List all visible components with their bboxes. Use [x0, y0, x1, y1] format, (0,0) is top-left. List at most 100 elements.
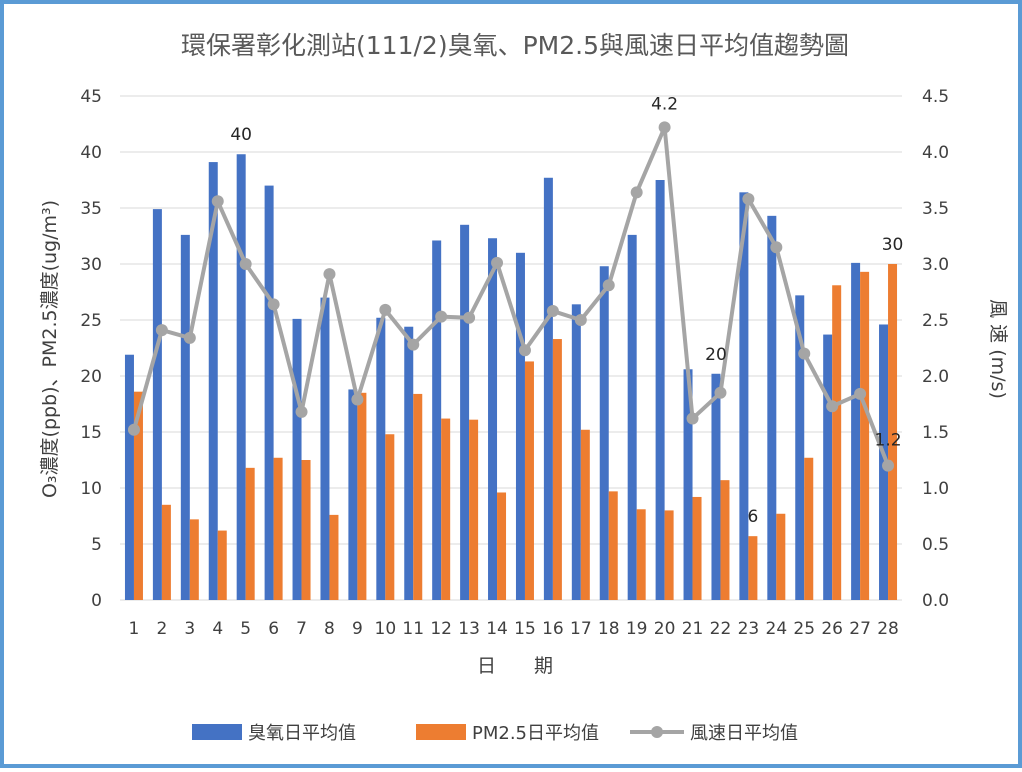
ozone-bar [655, 180, 665, 600]
wind-speed-point [686, 412, 699, 425]
ozone-bar [543, 177, 553, 600]
pm25-bar [273, 457, 283, 600]
y2-axis-title: 風 速 (m/s) [987, 299, 1009, 399]
x-tick-label: 23 [738, 619, 760, 639]
ozone-bar [488, 238, 498, 601]
y-tick-label: 35 [80, 199, 102, 219]
pm25-bar [524, 361, 534, 600]
ozone-bar [767, 215, 777, 600]
wind-speed-point [127, 423, 140, 436]
x-tick-label: 10 [375, 619, 397, 639]
wind-speed-point [463, 311, 476, 324]
legend-label: PM2.5日平均值 [472, 723, 599, 744]
pm25-bar [385, 434, 395, 600]
wind-speed-point [630, 186, 643, 199]
pm25-bar [860, 271, 870, 600]
ozone-bar [571, 304, 581, 600]
pm25-bar [804, 457, 814, 600]
wind-speed-point [574, 314, 587, 326]
wind-speed-point [714, 386, 727, 399]
wind-speed-point [546, 305, 559, 318]
wind-speed-point [742, 193, 755, 206]
ozone-bar [404, 326, 414, 600]
y-tick-label: 0 [91, 591, 102, 611]
left-axis-ticks: 0 5 10 15 20 25 30 35 40 45 [80, 87, 102, 611]
pm25-bar [580, 429, 590, 600]
ozone-bar [515, 252, 525, 601]
wind-speed-point [798, 347, 811, 360]
wind-speed-point [407, 338, 420, 351]
x-axis-ticks: 1 2 3 4 5 6 7 8 9 10 11 12 13 14 15 16 17 18 19 20 21 22 23 24 2… [129, 619, 899, 639]
y-tick-label: 30 [80, 255, 102, 275]
x-tick-label: 28 [877, 619, 899, 639]
ozone-bar [460, 224, 470, 601]
x-tick-label: 22 [710, 619, 732, 639]
wind-speed-point [211, 195, 224, 208]
pm25-bar [413, 393, 423, 600]
y2-tick-label: 0.0 [922, 591, 949, 611]
x-tick-label: 4 [212, 619, 223, 639]
ozone-bar [851, 262, 861, 600]
ozone-bar [711, 373, 721, 600]
legend-swatch-pm25 [416, 724, 466, 740]
y2-tick-label: 3.5 [922, 199, 949, 219]
pm25-bar [357, 392, 367, 600]
wind-speed-point [351, 393, 364, 406]
pm25-bar [301, 460, 311, 600]
ozone-bar [264, 185, 274, 600]
pm25-bar [832, 285, 842, 600]
y-tick-label: 5 [91, 535, 102, 555]
pm25-bar [469, 419, 479, 600]
legend: 臭氧日平均值 PM2.5日平均值 風速日平均值 [192, 723, 798, 744]
wind-speed-point [770, 241, 783, 254]
ozone-bar [795, 295, 805, 600]
x-tick-label: 21 [682, 619, 704, 639]
pm25-bar [441, 418, 451, 600]
x-tick-label: 5 [240, 619, 251, 639]
ozone-bar [739, 192, 749, 600]
data-label: 20 [705, 345, 727, 365]
x-axis-title: 日 期 [477, 655, 553, 677]
wind-speed-point [267, 298, 280, 311]
data-label: 1.2 [875, 431, 902, 451]
pm25-bar [636, 509, 646, 600]
ozone-bar [432, 240, 442, 601]
legend-swatch-wind-marker [651, 726, 663, 738]
y-tick-label: 25 [80, 311, 102, 331]
wind-speed-point [882, 459, 895, 472]
combo-chart: 環保署彰化測站(111/2)臭氧、PM2.5與風速日平均值趨勢圖 0510152… [39, 31, 1009, 744]
wind-speed-point [658, 121, 671, 134]
pm25-bar [245, 467, 255, 600]
ozone-bar [376, 317, 386, 600]
x-tick-label: 20 [654, 619, 676, 639]
y-axis-title: O₃濃度(ppb)、PM2.5濃度(ug/m³) [39, 200, 61, 498]
x-tick-label: 17 [570, 619, 592, 639]
x-tick-label: 13 [458, 619, 480, 639]
pm25-bar [552, 339, 562, 600]
x-tick-label: 15 [514, 619, 536, 639]
data-labels: 40 4.2 20 6 30 1.2 [230, 94, 903, 527]
wind-speed-point [826, 400, 839, 413]
data-label: 6 [747, 507, 758, 527]
ozone-bar [124, 354, 134, 600]
x-tick-label: 14 [486, 619, 508, 639]
wind-speed-point [435, 310, 448, 323]
ozone-bar [627, 234, 637, 600]
pm25-bar [161, 504, 171, 600]
ozone-bar [152, 209, 162, 600]
data-label: 30 [882, 235, 904, 255]
ozone-bar [599, 266, 609, 600]
ozone-bar [823, 334, 833, 600]
pm25-bar [189, 519, 199, 600]
x-tick-label: 24 [766, 619, 788, 639]
wind-speed-point [323, 268, 336, 281]
x-tick-label: 9 [352, 619, 363, 639]
y2-tick-label: 0.5 [922, 535, 949, 555]
x-tick-label: 6 [268, 619, 279, 639]
legend-label: 臭氧日平均值 [248, 723, 356, 744]
wind-speed-point [379, 303, 392, 316]
ozone-bar [208, 162, 218, 600]
x-tick-label: 26 [821, 619, 843, 639]
ozone-bar [683, 369, 693, 600]
